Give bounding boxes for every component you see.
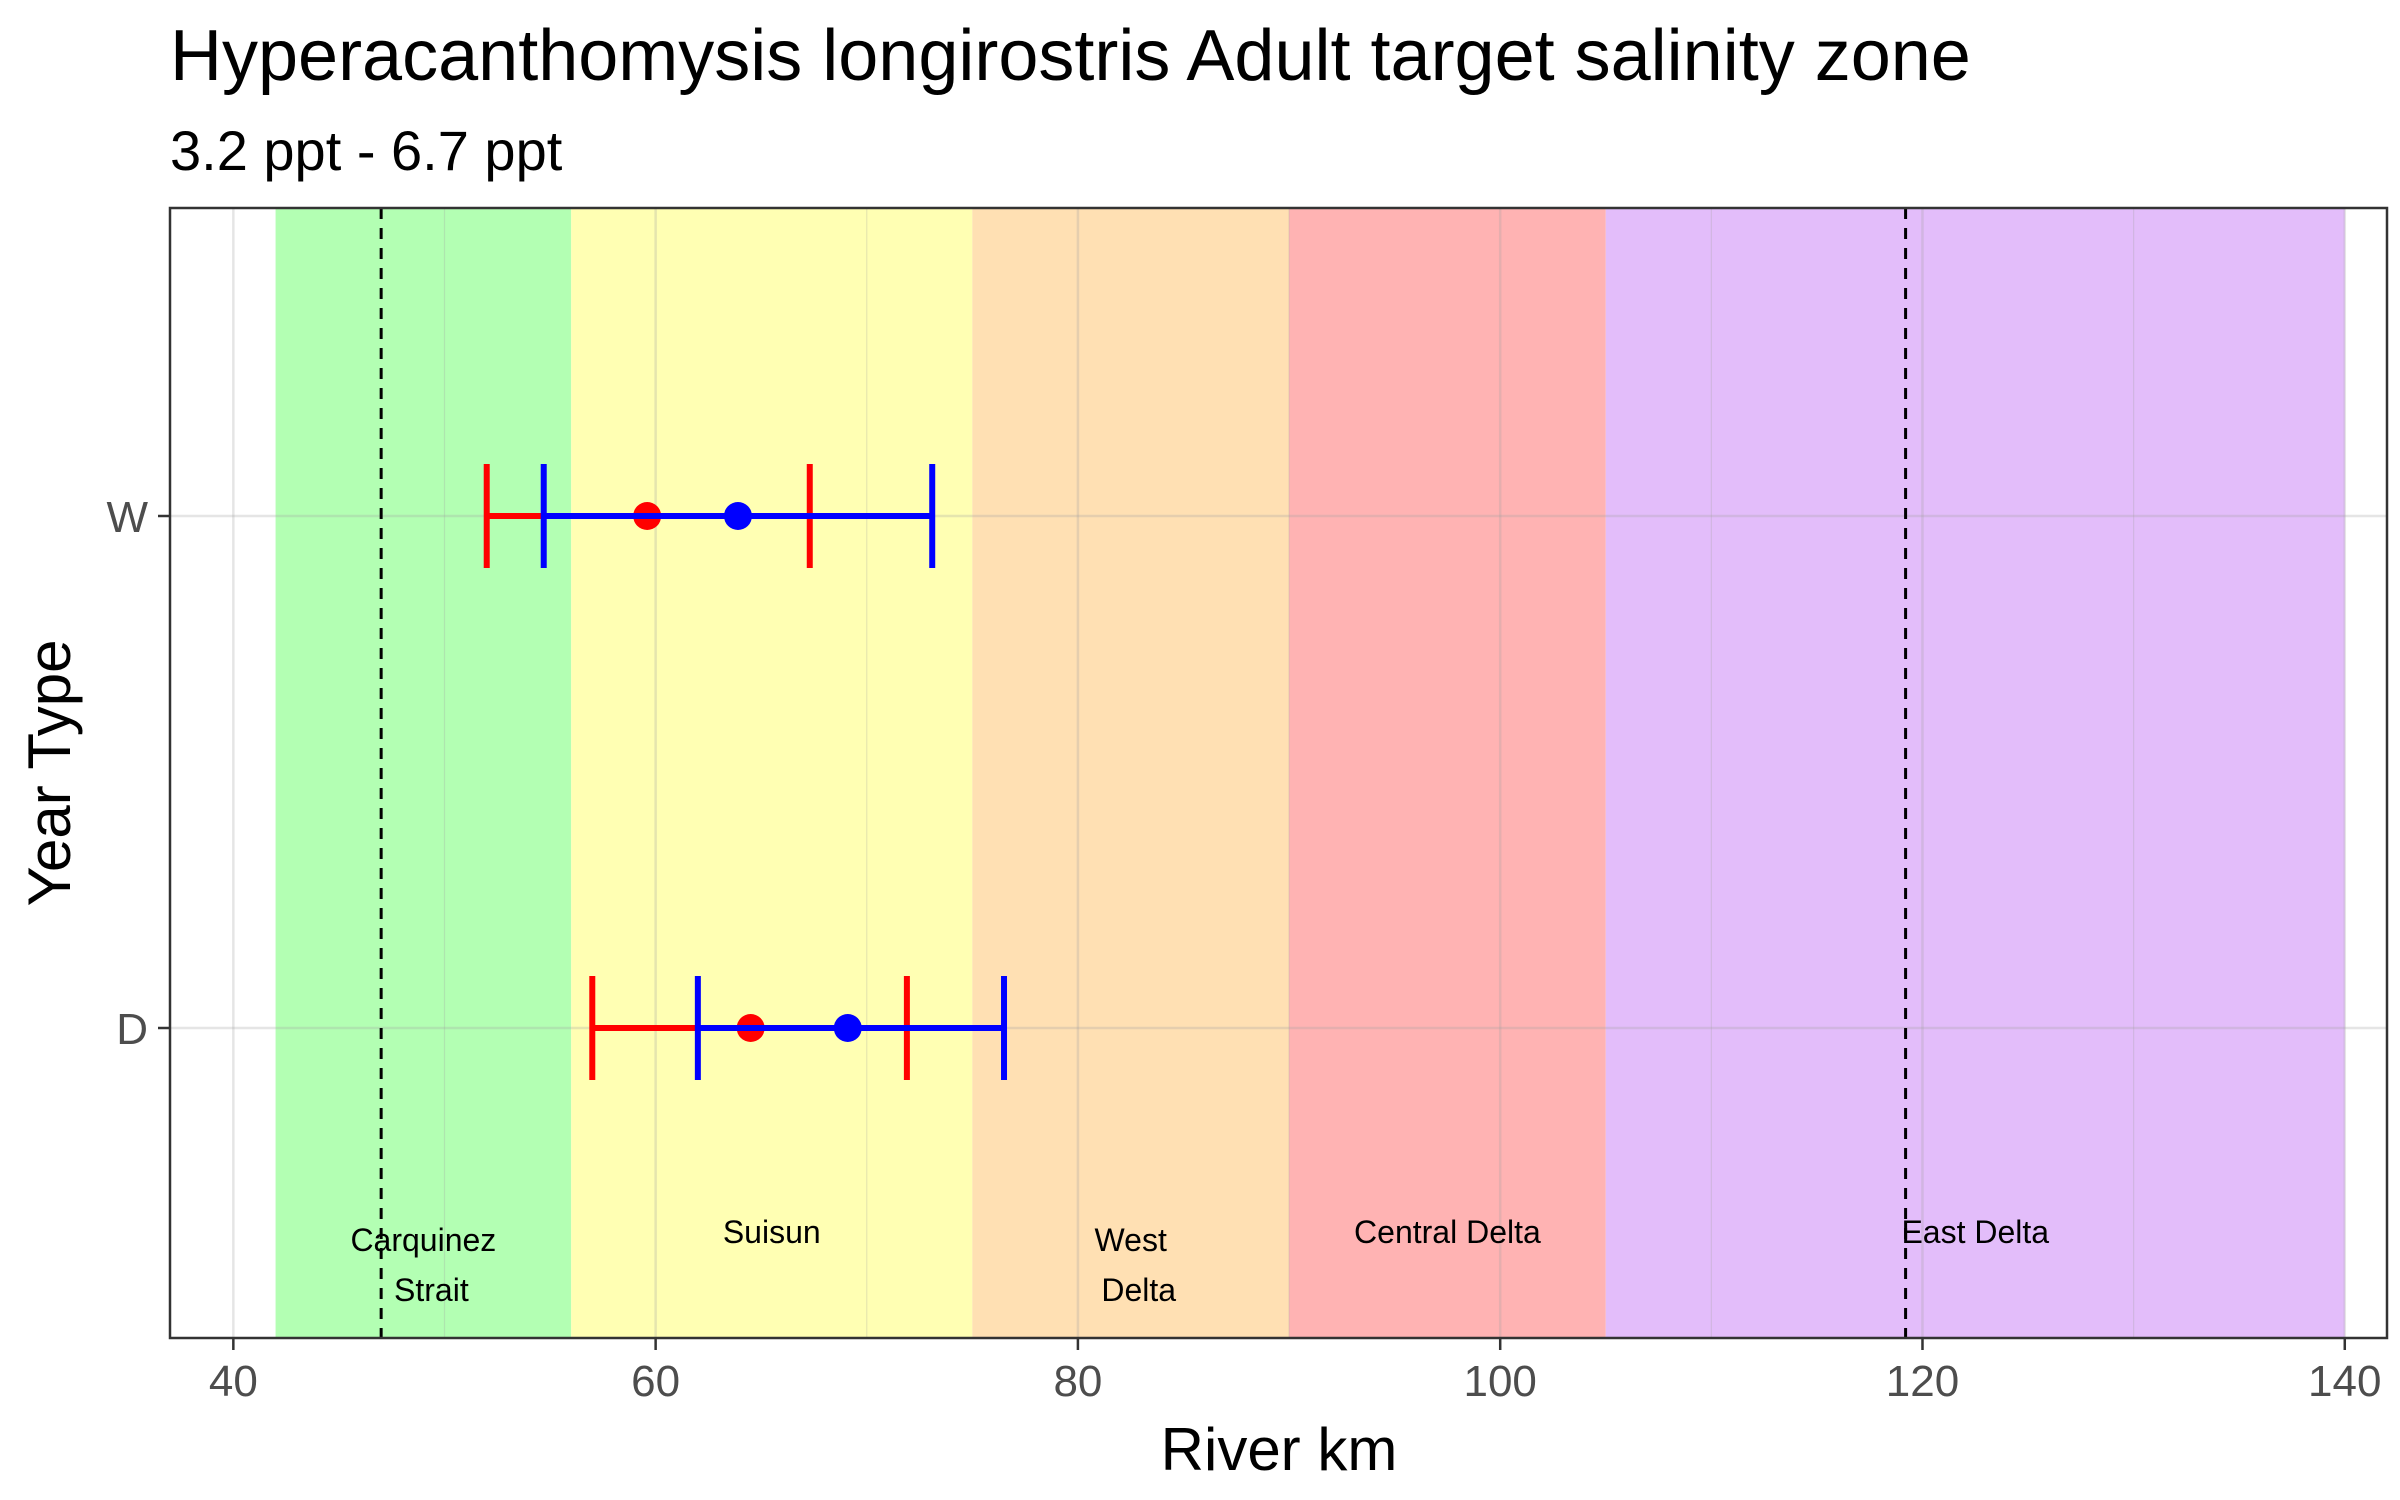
y-axis-title: Year Type	[16, 640, 83, 907]
region-label-4-0: East Delta	[1901, 1214, 2049, 1250]
y-axis: WD	[106, 493, 170, 1054]
error-bar-series	[483, 464, 1008, 1080]
x-tick-label-0: 40	[209, 1357, 258, 1406]
region-bands	[275, 208, 2345, 1338]
x-tick-label-4: 120	[1886, 1357, 1959, 1406]
region-band-3	[1289, 208, 1606, 1338]
region-label-1-0: Suisun	[723, 1214, 821, 1250]
region-labels: Carquinez Strait Suisun West Delta Central De…	[350, 1214, 2049, 1308]
region-band-4	[1605, 208, 2345, 1338]
x-tick-label-2: 80	[1053, 1357, 1102, 1406]
region-band-0	[275, 208, 572, 1338]
y-tick-label-1: D	[116, 1005, 148, 1054]
x-tick-label-3: 100	[1463, 1357, 1536, 1406]
region-band-2	[972, 208, 1290, 1338]
x-tick-label-5: 140	[2308, 1357, 2381, 1406]
region-label-2-1: Delta	[1101, 1272, 1176, 1308]
chart-subtitle: 3.2 ppt - 6.7 ppt	[170, 119, 563, 182]
region-label-0-1: Strait	[394, 1272, 469, 1308]
series-1-W-point	[723, 502, 752, 530]
chart-title: Hyperacanthomysis longirostris Adult tar…	[170, 16, 1971, 96]
region-label-0-0: Carquinez	[350, 1222, 496, 1258]
x-axis: 40 60 80 100 120 140	[209, 1338, 2381, 1406]
region-band-1	[571, 208, 973, 1338]
panel-border	[168, 206, 2389, 1340]
x-tick-label-1: 60	[631, 1357, 680, 1406]
series-1-D-point	[833, 1014, 862, 1042]
region-label-3-0: Central Delta	[1354, 1214, 1541, 1250]
region-label-2-0: West	[1095, 1222, 1167, 1258]
reference-lines	[379, 208, 1908, 1338]
x-axis-title: River km	[1161, 1416, 1398, 1483]
y-tick-label-0: W	[106, 493, 148, 542]
